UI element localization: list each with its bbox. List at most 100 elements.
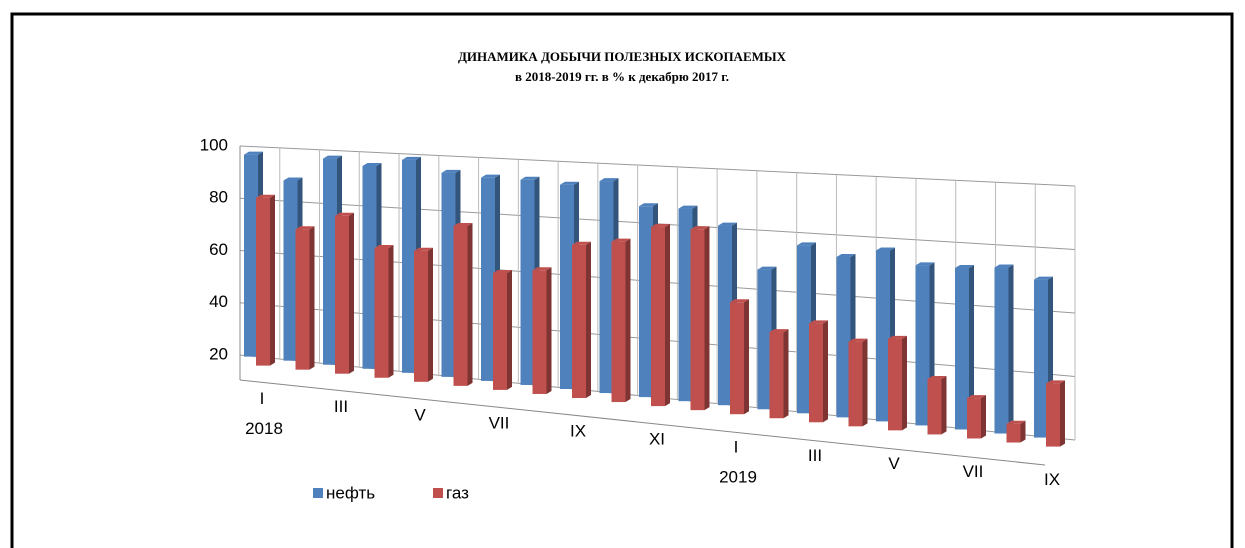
bar-top bbox=[769, 329, 789, 333]
bar-top bbox=[797, 242, 816, 246]
bar-front bbox=[730, 302, 744, 415]
bar-front bbox=[848, 341, 863, 427]
legend-label: газ bbox=[446, 483, 469, 502]
legend-label: нефть bbox=[326, 483, 375, 502]
bar-top bbox=[493, 269, 512, 273]
bar bbox=[955, 264, 974, 430]
bar-top bbox=[283, 177, 303, 181]
x-tick-label: IX bbox=[570, 421, 586, 440]
bar-front bbox=[1046, 383, 1060, 447]
bar-top bbox=[730, 299, 749, 303]
bar-top bbox=[915, 262, 935, 266]
bar-top bbox=[639, 203, 658, 207]
bar-front bbox=[967, 398, 981, 439]
bar bbox=[572, 241, 591, 398]
bar-top bbox=[441, 169, 461, 173]
bar-top bbox=[955, 264, 974, 268]
bar-top bbox=[718, 222, 737, 226]
bar bbox=[414, 247, 433, 382]
legend-swatch bbox=[433, 488, 443, 498]
bar-front bbox=[532, 270, 547, 394]
bar-front bbox=[888, 338, 902, 431]
bar-top bbox=[256, 194, 275, 198]
x-tick-label: I bbox=[260, 389, 265, 408]
bar-side bbox=[823, 320, 828, 423]
x-tick-label: VII bbox=[963, 462, 984, 481]
bar bbox=[611, 238, 631, 403]
bar-top bbox=[836, 254, 856, 258]
bar-side bbox=[270, 194, 275, 366]
bar-front bbox=[414, 250, 428, 382]
bar-top bbox=[848, 338, 868, 342]
bar-front bbox=[955, 267, 969, 430]
x-tick-label: XI bbox=[649, 430, 665, 449]
frame bbox=[10, 12, 1234, 548]
bar bbox=[690, 226, 710, 411]
bar bbox=[769, 329, 789, 419]
bar-side bbox=[546, 267, 552, 394]
chart-subtitle: в 2018-2019 гг. в % к декабрю 2017 г. bbox=[515, 69, 729, 84]
bar bbox=[848, 338, 868, 427]
bar-top bbox=[414, 247, 433, 251]
x-tick-label: III bbox=[334, 397, 348, 416]
bar-top bbox=[809, 320, 828, 324]
bar-top bbox=[690, 226, 710, 230]
bar-front bbox=[599, 181, 614, 394]
bar bbox=[994, 264, 1014, 434]
bar-front bbox=[481, 177, 495, 381]
bar-front bbox=[402, 159, 416, 373]
x-tick-label: IX bbox=[1044, 470, 1060, 489]
bar-front bbox=[994, 267, 1009, 434]
bar-front bbox=[690, 229, 705, 411]
bar-front bbox=[335, 215, 349, 374]
bar-front bbox=[256, 197, 270, 366]
bar-top bbox=[1006, 420, 1026, 424]
y-tick-label: 20 bbox=[209, 344, 228, 363]
bar-top bbox=[295, 226, 315, 230]
bar bbox=[493, 269, 512, 390]
x-tick-label: III bbox=[808, 446, 822, 465]
bar bbox=[927, 376, 947, 435]
x-tick-label: V bbox=[888, 454, 900, 473]
bar bbox=[967, 395, 986, 439]
bar bbox=[809, 320, 828, 423]
bar-top bbox=[323, 155, 342, 159]
bar-side bbox=[981, 395, 986, 439]
bar-front bbox=[295, 229, 310, 370]
y-tick-label: 40 bbox=[209, 292, 228, 311]
bar-front bbox=[718, 225, 732, 406]
bar-side bbox=[783, 329, 789, 419]
bar-side bbox=[1020, 420, 1026, 443]
bar bbox=[295, 226, 315, 370]
bar bbox=[453, 222, 473, 386]
bar-front bbox=[915, 265, 930, 426]
bar-front bbox=[927, 379, 942, 435]
bar-front bbox=[678, 208, 693, 402]
bar-front bbox=[836, 257, 851, 418]
bar-side bbox=[625, 238, 631, 403]
bar-top bbox=[532, 267, 552, 271]
bar-side bbox=[902, 335, 907, 431]
bar bbox=[374, 244, 394, 378]
year-label: 2019 bbox=[719, 468, 757, 487]
x-tick-label: VII bbox=[489, 413, 510, 432]
bar bbox=[888, 335, 907, 431]
bar-front bbox=[441, 172, 456, 377]
y-tick-label: 80 bbox=[209, 188, 228, 207]
bar-front bbox=[493, 272, 507, 390]
bar-side bbox=[969, 264, 974, 430]
x-tick-label: V bbox=[414, 405, 426, 424]
bar-top bbox=[757, 266, 777, 270]
bar-front bbox=[1006, 423, 1021, 443]
legend-swatch bbox=[313, 488, 323, 498]
bar-side bbox=[941, 376, 947, 435]
bar-side bbox=[467, 222, 473, 386]
bar bbox=[256, 194, 275, 366]
bar-front bbox=[757, 269, 772, 410]
bar-front bbox=[283, 180, 298, 361]
bar bbox=[651, 223, 670, 407]
bar-front bbox=[639, 206, 653, 398]
bar bbox=[1046, 380, 1065, 447]
bar-front bbox=[244, 154, 258, 357]
bar-front bbox=[572, 244, 586, 398]
